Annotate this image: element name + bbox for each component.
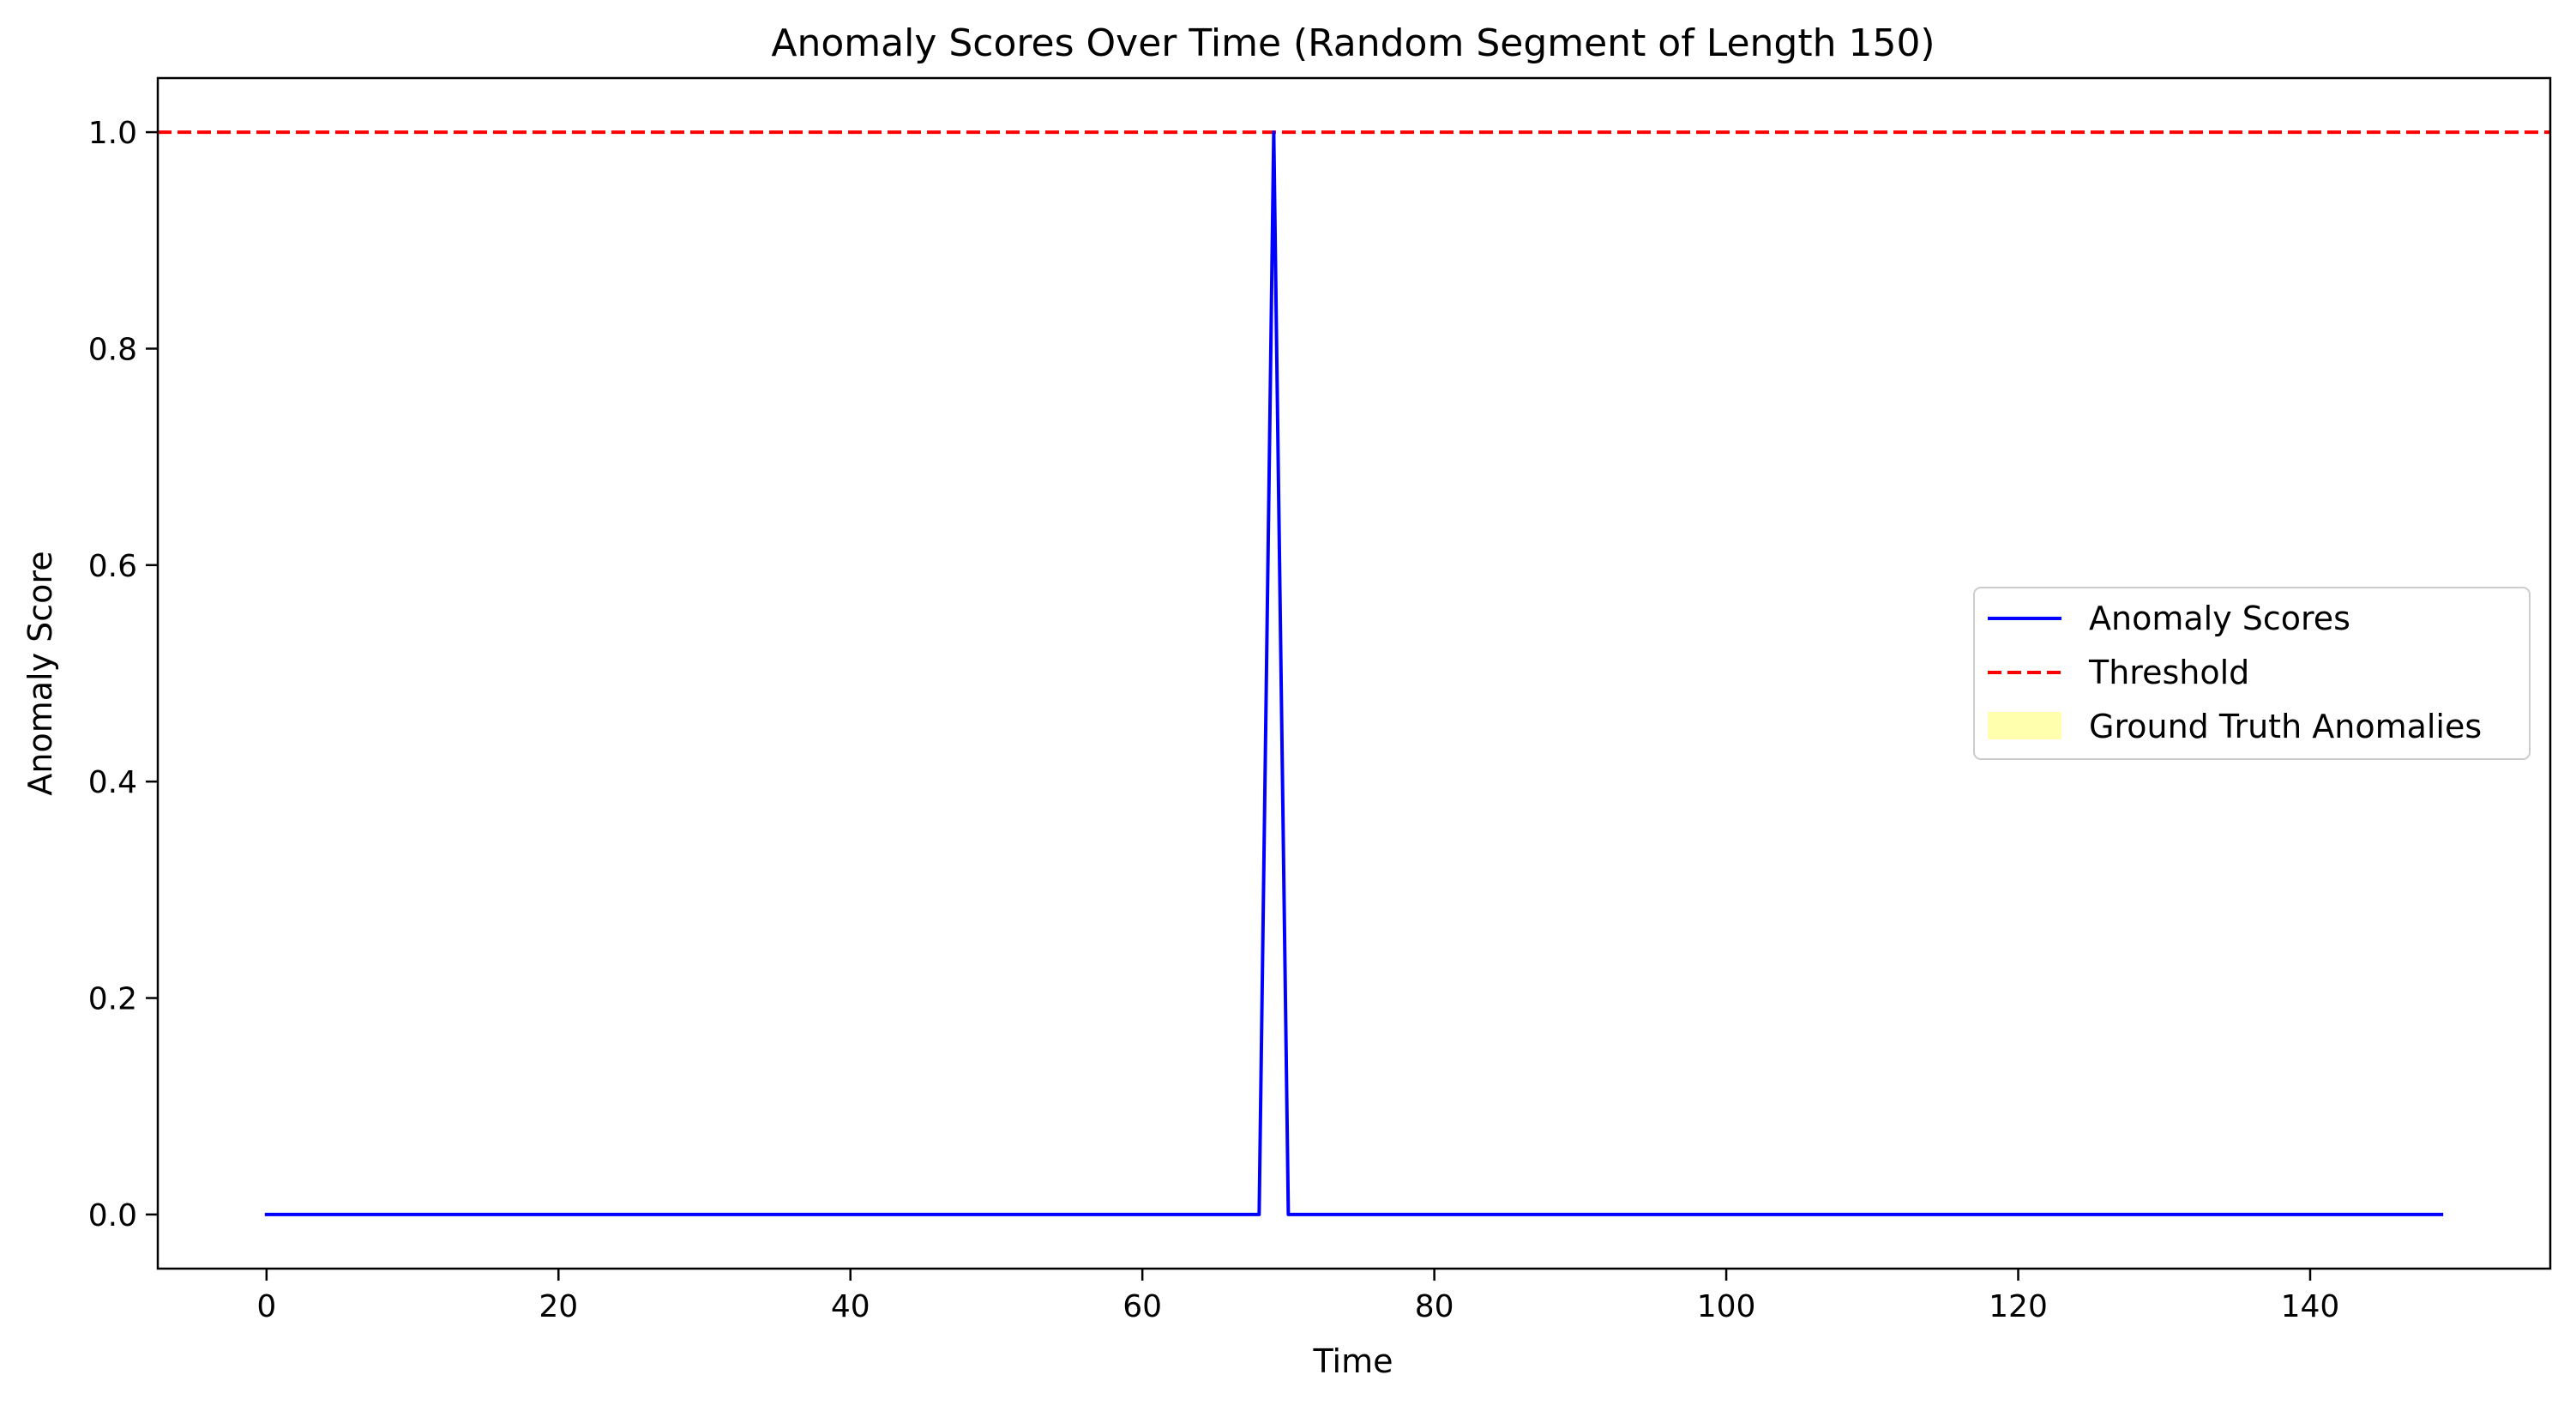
legend-swatch-ground-truth [1988,712,2061,739]
y-tick-label-0: 0.0 [88,1198,137,1233]
y-axis-ticks: 0.0 0.2 0.4 0.6 0.8 1.0 [88,116,158,1233]
chart-title: Anomaly Scores Over Time (Random Segment… [771,21,1935,65]
y-tick-label-1: 0.2 [88,982,137,1017]
x-tick-label-7: 140 [2281,1289,2340,1324]
x-axis-title: Time [1313,1342,1393,1380]
x-tick-label-1: 20 [539,1289,578,1324]
y-tick-label-4: 0.8 [88,332,137,367]
plot-area-frame [156,76,2552,1270]
legend-label-anomaly-scores: Anomaly Scores [2089,600,2350,637]
legend-box [1973,587,2531,760]
x-tick-label-4: 80 [1415,1289,1454,1324]
y-axis-title: Anomaly Score [21,551,59,795]
legend-label-ground-truth: Ground Truth Anomalies [2089,708,2482,745]
series-layer [264,130,2444,1216]
series-line-0 [264,130,2444,1216]
x-tick-label-5: 100 [1697,1289,1756,1324]
x-axis-ticks: 0 20 40 60 80 100 120 140 [256,1269,2339,1324]
y-tick-label-3: 0.6 [88,549,137,584]
y-tick-label-5: 1.0 [88,116,137,151]
x-tick-label-0: 0 [256,1289,276,1324]
x-tick-label-6: 120 [1989,1289,2048,1324]
x-tick-label-3: 60 [1122,1289,1162,1324]
x-tick-label-2: 40 [831,1289,870,1324]
legend-label-threshold: Threshold [2088,654,2249,691]
y-tick-label-2: 0.4 [88,765,137,800]
legend: Anomaly Scores Threshold Ground Truth An… [1973,587,2531,760]
